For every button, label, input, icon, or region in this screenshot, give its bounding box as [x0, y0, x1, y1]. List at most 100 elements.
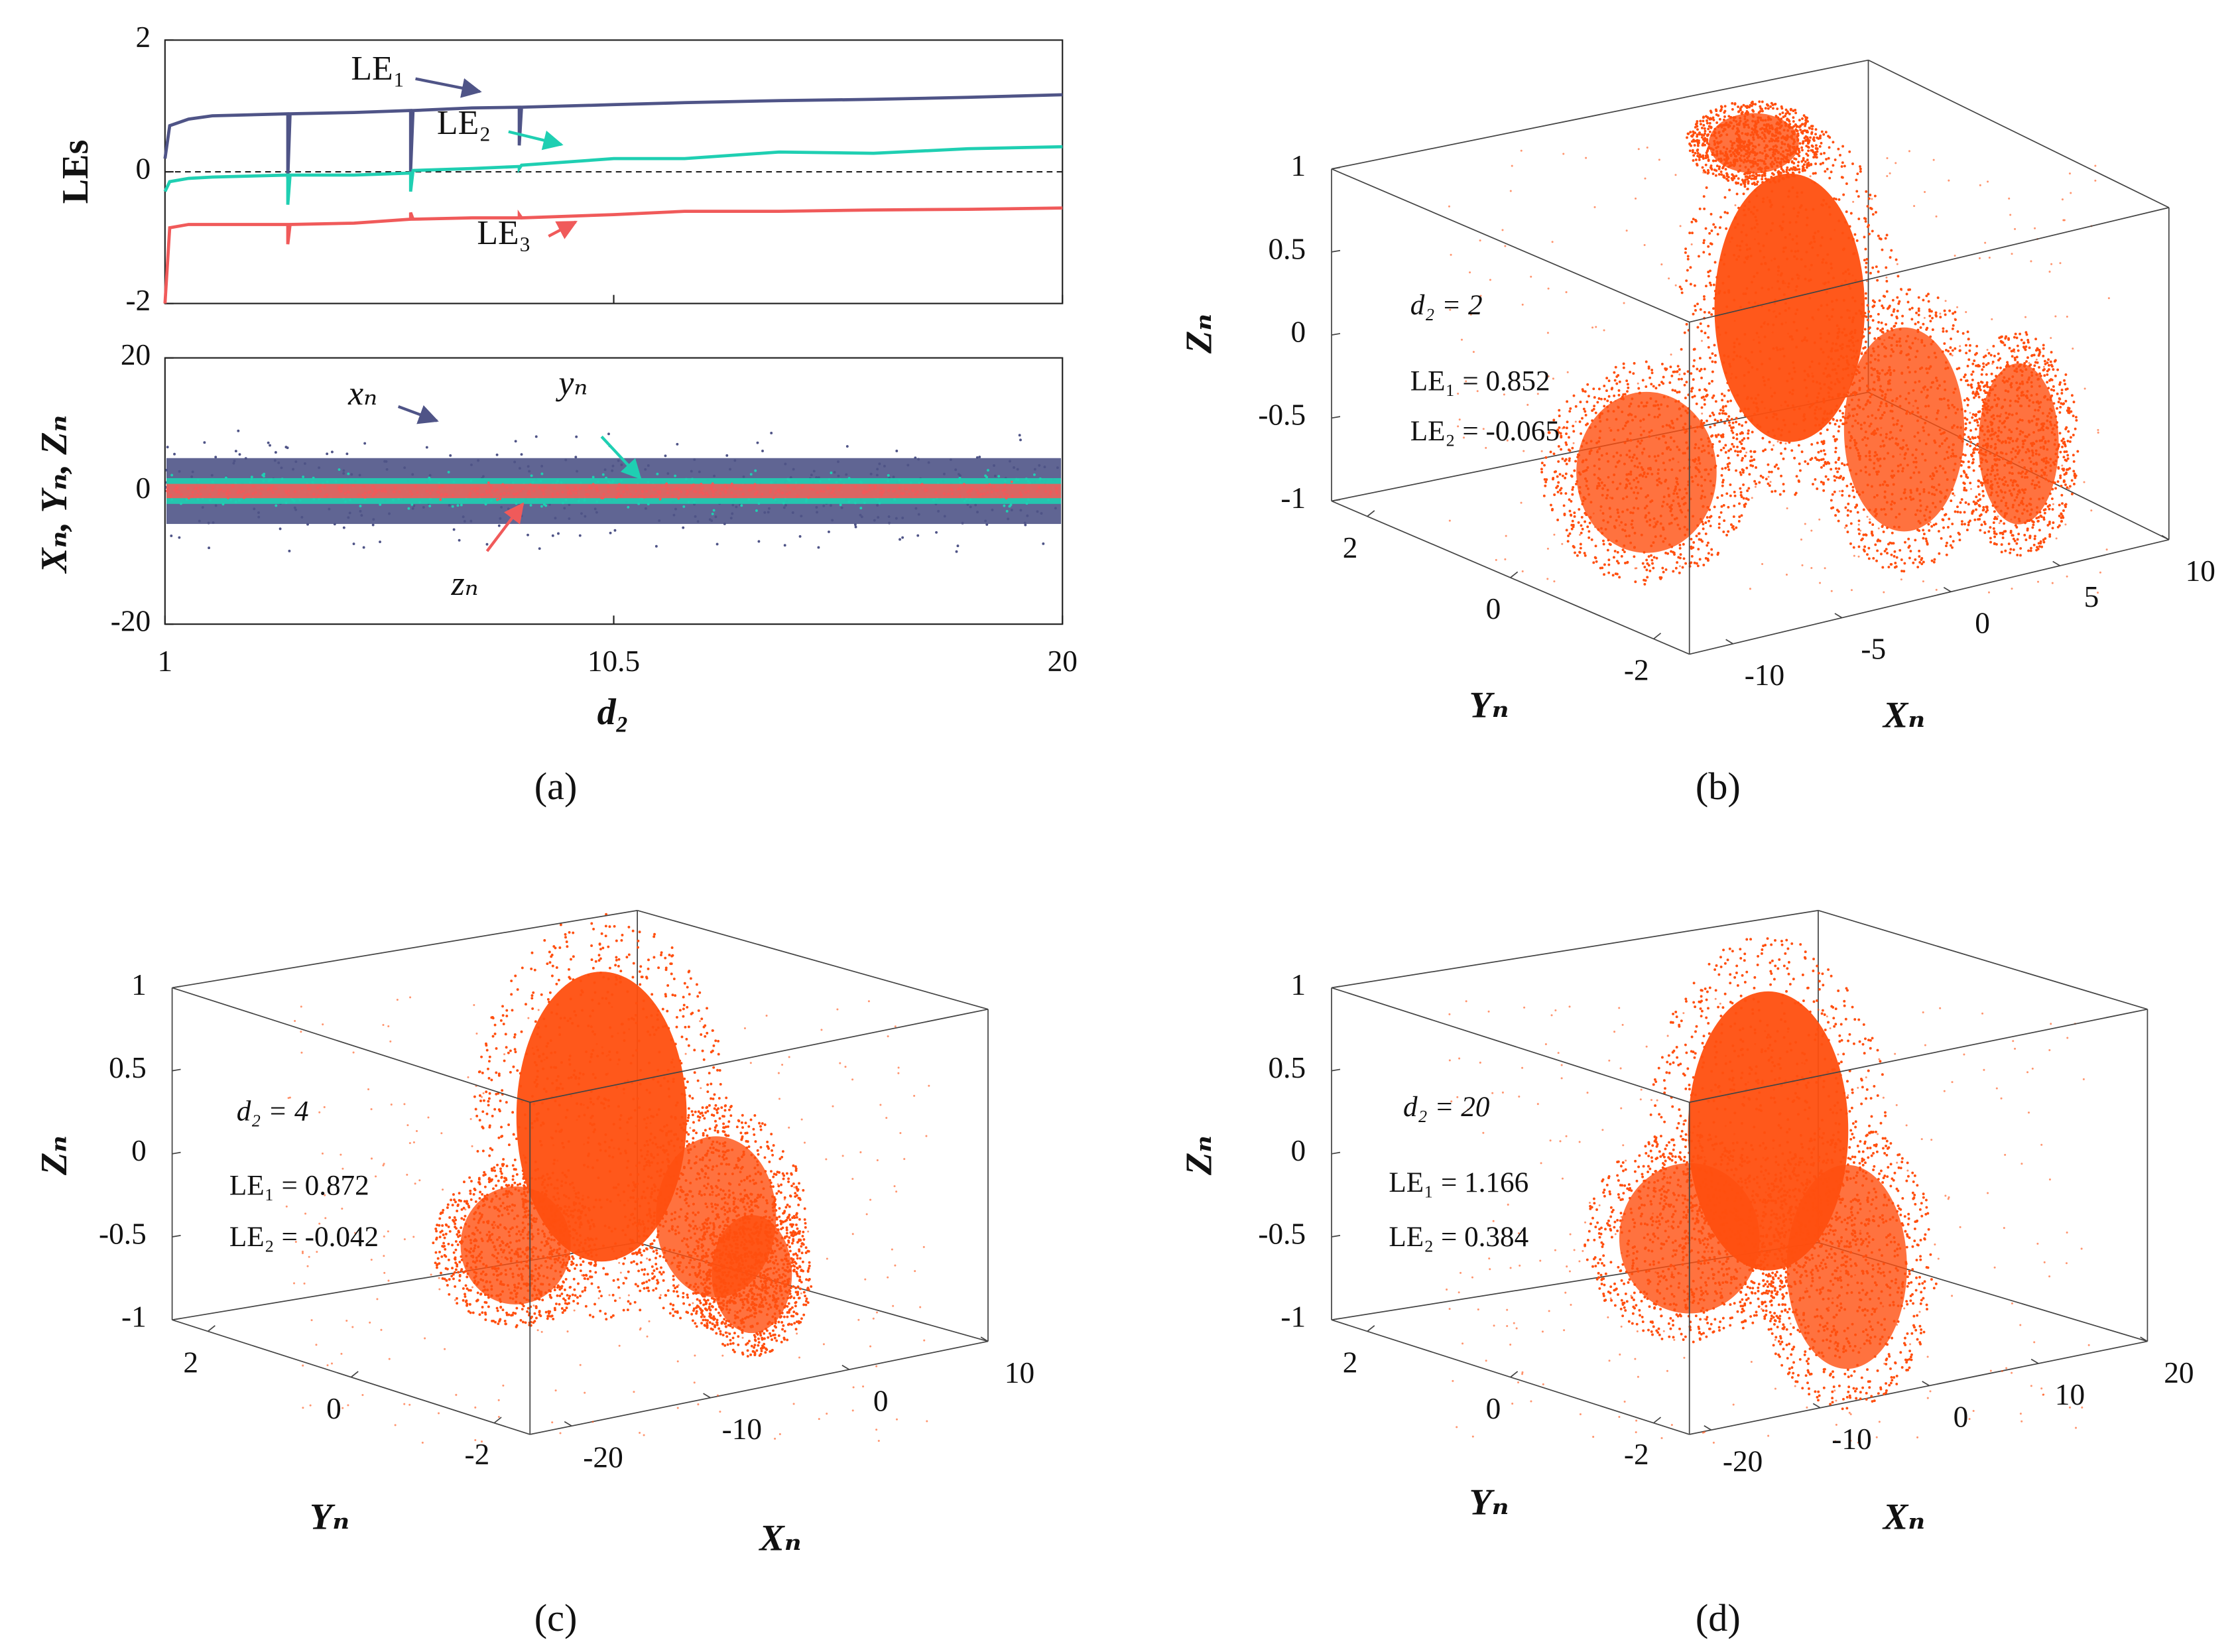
cloud-point [1617, 511, 1619, 514]
cloud-point [1641, 468, 1645, 472]
cloud-point [1633, 531, 1637, 535]
cloud-point [1852, 344, 1855, 348]
cloud-point [1983, 523, 1987, 525]
cloud-point [1571, 519, 1574, 523]
cloud-point [1952, 424, 1956, 427]
cloud-point [1788, 441, 1791, 444]
cloud-point [1847, 403, 1851, 407]
cloud-point [2009, 529, 2013, 533]
cloud-point [1675, 492, 1678, 495]
scatter-point [854, 525, 857, 529]
cloud-point [1787, 195, 1790, 198]
cloud-point [1603, 484, 1606, 487]
scatter-point [190, 495, 194, 497]
cloud-point [1742, 497, 1745, 500]
cloud-point [1845, 182, 1848, 185]
cloud-point [1665, 424, 1668, 427]
cloud-point [1869, 395, 1872, 399]
cloud-point [1570, 514, 1573, 517]
cloud-point [1890, 314, 1893, 317]
cloud-point [1965, 489, 1968, 492]
scatter-point [540, 464, 544, 468]
cloud-point [2011, 534, 2014, 537]
scatter-point [317, 494, 320, 497]
cloud-point [1978, 387, 1981, 390]
cloud-point [1711, 434, 1714, 437]
cloud-point [1585, 400, 1589, 403]
scatter-point [251, 492, 255, 495]
cloud-point [1803, 369, 1806, 373]
scatter-point [768, 507, 771, 510]
cloud-point [1565, 432, 1568, 435]
scatter-point [338, 468, 341, 471]
cloud-point [1852, 316, 1855, 319]
scatter-point [638, 494, 641, 497]
cloud-point [1899, 344, 1902, 348]
cloud-point [2004, 549, 2007, 552]
cloud-point [1773, 465, 1776, 468]
cloud-point [1692, 459, 1695, 462]
cloud-point [2009, 492, 2013, 495]
scatter-point [611, 464, 615, 468]
cloud-point [2062, 402, 2066, 405]
cloud-point [1981, 483, 1984, 487]
scatter-point [178, 470, 181, 473]
cloud-point [1586, 383, 1589, 386]
cloud-point [1870, 393, 1873, 396]
scatter-point [557, 532, 560, 535]
cloud-point [1875, 493, 1879, 497]
scatter-point [749, 473, 753, 476]
cloud-point [1695, 562, 1698, 565]
cloud-point [1809, 279, 1812, 281]
cloud-point [1850, 356, 1853, 359]
cloud-point [1684, 487, 1687, 491]
cloud-point [2002, 496, 2005, 499]
cloud-point [1841, 367, 1845, 371]
cloud-point [1898, 405, 1902, 408]
cloud-point [2035, 440, 2038, 443]
cloud-point [1819, 407, 1822, 411]
scatter-point [363, 442, 367, 445]
cloud-point [1867, 197, 1871, 200]
scatter-point [1036, 510, 1039, 513]
cloud-point [1582, 496, 1585, 499]
cloud-point [1771, 448, 1774, 451]
cloud-point [1946, 478, 1949, 481]
cloud-point [1672, 440, 1676, 443]
cloud-point [1642, 418, 1645, 421]
scatter-point [439, 498, 442, 501]
scatter-point [645, 489, 649, 493]
cloud-point [1581, 503, 1584, 505]
scatter-point [438, 485, 441, 489]
cloud-point [1828, 213, 1832, 216]
cloud-point [1773, 391, 1776, 395]
cloud-point [2007, 507, 2009, 510]
cloud-point [2059, 381, 2062, 384]
cloud-point [1916, 431, 1920, 434]
cloud-point [1993, 379, 1996, 382]
cloud-point [1722, 530, 1725, 533]
cloud-point [1982, 506, 1985, 509]
scatter-point [853, 523, 857, 527]
cloud-point [1695, 535, 1698, 538]
cloud-point [1699, 322, 1702, 325]
cloud-point [1999, 366, 2002, 369]
cloud-point [2042, 540, 2046, 544]
cloud-point [1678, 543, 1682, 546]
cloud-point [1849, 522, 1853, 525]
cloud-point [1865, 190, 1868, 193]
cloud-point [2053, 433, 2056, 436]
cloud-point [1845, 210, 1848, 214]
cloud-point [1832, 342, 1834, 345]
cloud-point [1751, 365, 1754, 369]
cloud-point [1990, 491, 1993, 494]
cloud-point [1841, 331, 1844, 334]
cloud-point [1756, 223, 1759, 225]
scatter-point [326, 452, 329, 456]
cloud-point [1961, 460, 1965, 464]
cloud-point [1960, 523, 1963, 526]
cloud-point [1982, 494, 1985, 497]
cloud-point [1716, 233, 1719, 236]
scatter-point [308, 487, 311, 491]
cloud-point [1731, 526, 1734, 529]
